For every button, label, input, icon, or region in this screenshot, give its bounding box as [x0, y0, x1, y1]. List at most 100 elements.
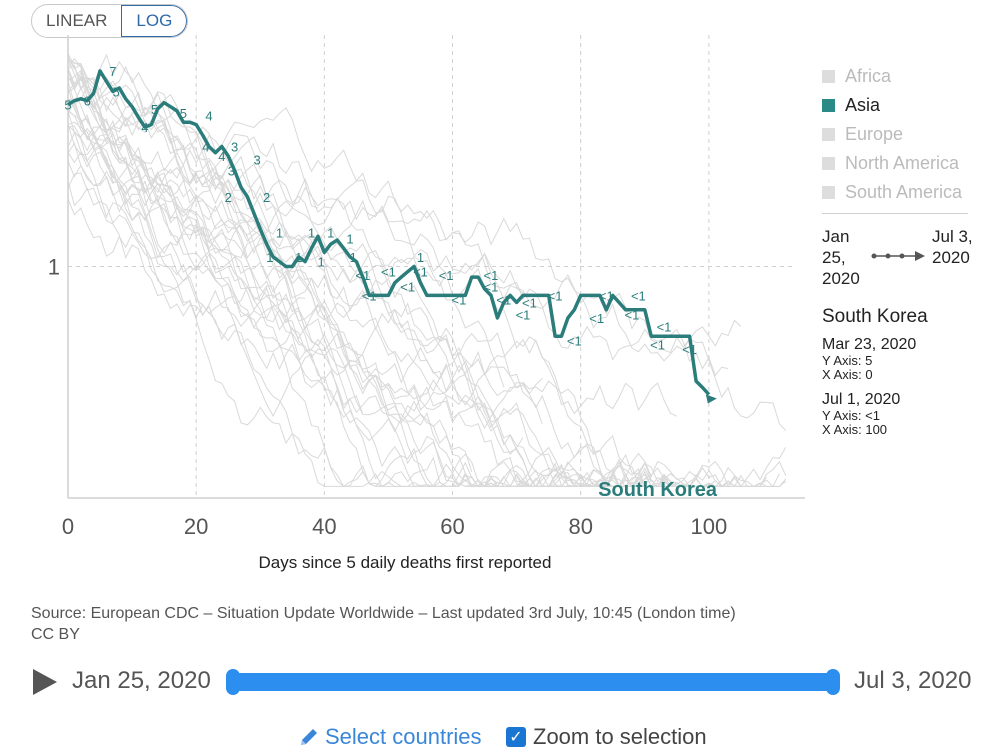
data-label: <1 — [496, 293, 511, 308]
zoom-to-selection[interactable]: ✓ Zoom to selection — [506, 724, 707, 750]
scale-toggle: LINEAR LOG — [31, 4, 189, 38]
data-label: 1 — [295, 250, 302, 265]
legend-date-range: Jan 25, 2020 Jul 3, 2020 — [822, 226, 992, 292]
background-series-line — [67, 99, 569, 488]
log-button[interactable]: LOG — [121, 5, 188, 37]
x-tick-label: 60 — [440, 514, 464, 539]
data-label: <1 — [599, 288, 614, 303]
hover-date: Jul 1, 2020 — [822, 391, 901, 408]
legend-item-asia[interactable]: Asia — [822, 91, 992, 120]
data-label: 3 — [228, 163, 235, 178]
data-label: 6 — [84, 94, 91, 109]
x-axis-title: Days since 5 daily deaths first reported — [259, 553, 552, 572]
series-line-south-korea — [67, 69, 711, 396]
data-label: <1 — [452, 293, 467, 308]
background-series-line — [67, 55, 684, 487]
background-series-line — [67, 53, 729, 377]
play-icon[interactable] — [33, 669, 57, 695]
x-axis-ticks: 0 20 40 60 80 100 — [62, 514, 727, 539]
data-label: 1 — [266, 250, 273, 265]
license-text: CC BY — [31, 626, 80, 643]
legend-swatch — [822, 128, 835, 141]
data-label: 5 — [64, 98, 71, 113]
background-series-line — [67, 75, 678, 417]
linear-button[interactable]: LINEAR — [46, 11, 108, 30]
hover-date: Mar 23, 2020 — [822, 336, 917, 353]
hover-point-start: Mar 23, 2020 Y Axis: 5 X Axis: 0 — [822, 336, 992, 382]
data-label: <1 — [381, 265, 396, 280]
timeline-end-handle[interactable] — [826, 669, 840, 695]
background-series-line — [67, 64, 697, 488]
background-series-line — [67, 101, 306, 306]
background-series-line — [67, 106, 787, 432]
data-label: 1 — [417, 250, 424, 265]
data-label: 1 — [350, 250, 357, 265]
background-series-line — [67, 121, 652, 488]
legend-swatch — [822, 99, 835, 112]
data-label: <1 — [682, 342, 697, 357]
data-label: <1 — [355, 268, 370, 283]
timeline-start-handle[interactable] — [226, 669, 240, 695]
background-series-line — [67, 110, 658, 487]
timeline-end-label: Jul 3, 2020 — [854, 667, 972, 694]
data-label: <1 — [657, 320, 672, 335]
legend-label: Africa — [845, 66, 892, 86]
legend-item-africa[interactable]: Africa — [822, 62, 992, 91]
data-label: <1 — [625, 308, 640, 323]
background-series-line — [67, 70, 543, 425]
x-tick-label: 0 — [62, 514, 74, 539]
zoom-checkbox[interactable]: ✓ — [506, 727, 526, 747]
legend: Africa Asia Europe North America South A… — [822, 62, 992, 214]
background-series-line — [67, 87, 780, 488]
legend-swatch — [822, 186, 835, 199]
source-text: Source: European CDC – Situation Update … — [31, 605, 736, 622]
legend-label: Europe — [845, 124, 904, 144]
range-arrow-icon — [871, 251, 925, 261]
data-label: <1 — [522, 295, 537, 310]
data-label: <1 — [413, 265, 428, 280]
data-label: 1 — [327, 226, 334, 241]
data-label: 3 — [253, 152, 260, 167]
timeline-start-label: Jan 25, 2020 — [72, 667, 211, 694]
series-end-marker — [705, 394, 717, 404]
legend-item-europe[interactable]: Europe — [822, 120, 992, 149]
background-series-line — [67, 59, 787, 487]
hover-x-value: X Axis: 0 — [822, 367, 873, 382]
legend-label: Asia — [845, 95, 881, 115]
timeline: Jan 25, 2020 Jul 3, 2020 — [0, 660, 1000, 704]
select-countries-link[interactable]: Select countries — [298, 724, 482, 750]
data-label: <1 — [567, 333, 582, 348]
series-label-south-korea[interactable]: South Korea — [598, 479, 718, 501]
timeline-track[interactable] — [232, 673, 835, 691]
background-series-line — [67, 124, 735, 488]
hover-y-value: Y Axis: <1 — [822, 408, 880, 423]
data-label: <1 — [589, 311, 604, 326]
data-label: 5 — [151, 102, 158, 117]
range-end-date: Jul 3, 2020 — [932, 227, 973, 267]
legend-label: South America — [845, 182, 963, 202]
y-tick-label: 1 — [48, 255, 60, 280]
legend-swatch — [822, 70, 835, 83]
legend-item-south-america[interactable]: South America — [822, 178, 992, 207]
data-label: <1 — [650, 338, 665, 353]
legend-divider — [822, 213, 968, 214]
data-label: 1 — [318, 255, 325, 270]
data-label: 1 — [276, 226, 283, 241]
data-label: <1 — [439, 268, 454, 283]
source-note: Source: European CDC – Situation Update … — [31, 603, 736, 645]
x-tick-label: 40 — [312, 514, 336, 539]
hover-point-end: Jul 1, 2020 Y Axis: <1 X Axis: 100 — [822, 391, 992, 437]
data-label: <1 — [548, 288, 563, 303]
background-series-line — [67, 53, 742, 354]
data-label: <1 — [631, 288, 646, 303]
data-label: 4 — [218, 149, 225, 164]
data-label: 7 — [109, 64, 116, 79]
chart-grid — [67, 35, 805, 499]
data-label: 1 — [308, 226, 315, 241]
legend-item-north-america[interactable]: North America — [822, 149, 992, 178]
data-label: <1 — [484, 279, 499, 294]
background-series-line — [67, 57, 723, 488]
background-series-line — [67, 71, 505, 388]
legend-label: North America — [845, 153, 960, 173]
